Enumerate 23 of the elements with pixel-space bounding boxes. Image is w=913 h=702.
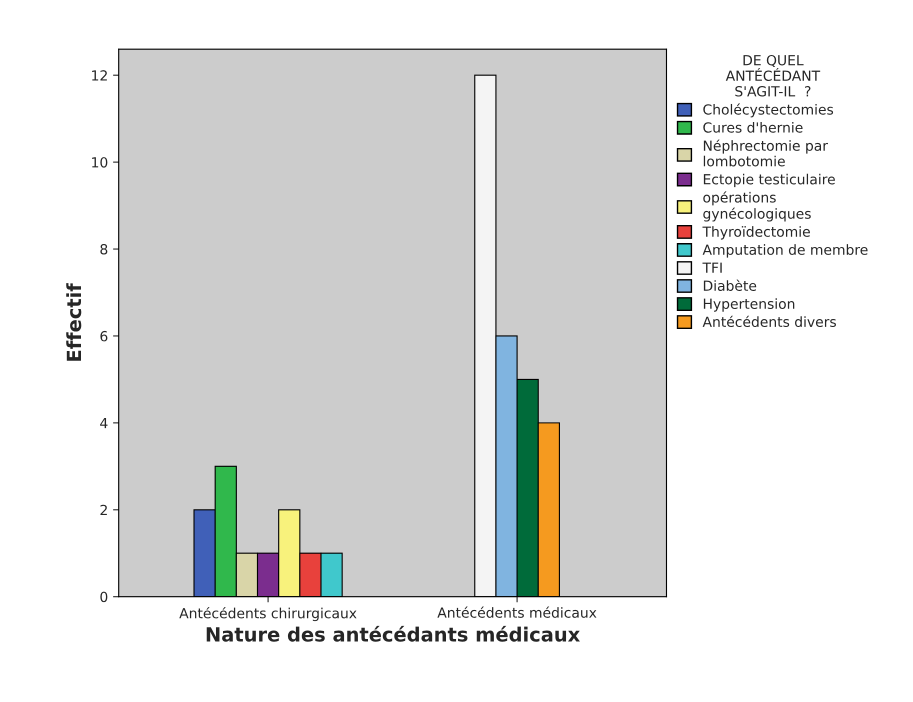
y-tick-label: 10 xyxy=(92,157,108,168)
y-tick-label: 12 xyxy=(92,70,107,80)
legend-label: TFI xyxy=(702,262,722,273)
y-tick-label: 6 xyxy=(100,330,108,342)
legend-label: Diabète xyxy=(704,280,756,291)
legend-label: Cures d'hernie xyxy=(703,122,803,133)
y-axis-title: Effectif xyxy=(66,283,82,361)
legend-label: Amputation de membre xyxy=(702,244,868,258)
y-tick-label: 4 xyxy=(100,418,108,428)
legend-label: opérations gynécologiques xyxy=(703,191,811,222)
x-tick-label: Antécédents médicaux xyxy=(437,606,596,618)
legend-label: Thyroïdectomie xyxy=(702,226,810,240)
legend-label: Néphrectomie par lombotomie xyxy=(704,140,828,166)
legend-title: DE QUEL ANTÉCÉDANT S'AGIT-IL ? xyxy=(726,54,820,97)
y-tick-label: 2 xyxy=(100,504,107,516)
legend-label: Hypertension xyxy=(704,298,794,312)
y-tick-label: 8 xyxy=(100,244,108,255)
x-axis-title: Nature des antécédants médicaux xyxy=(206,626,580,642)
x-tick-label: Antécédents chirurgicaux xyxy=(179,607,357,622)
legend-label: Cholécystectomies xyxy=(703,103,834,118)
y-tick-label: 0 xyxy=(100,592,108,602)
legend-label: Ectopie testiculaire xyxy=(704,174,835,188)
legend-label: Antécédents divers xyxy=(702,316,836,328)
